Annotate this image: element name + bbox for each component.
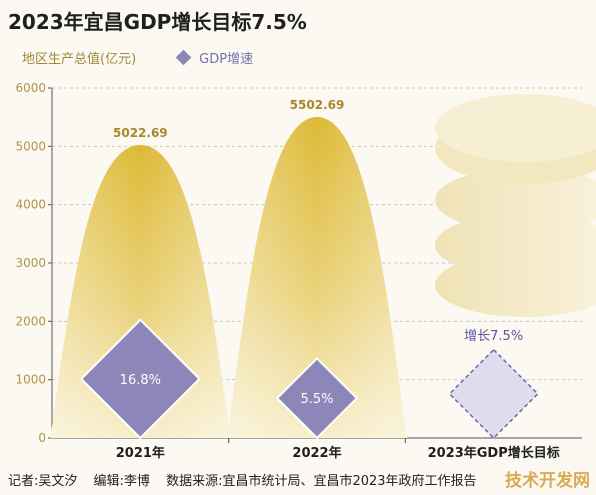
x-tick-label: 2023年GDP增长目标 [428,445,560,461]
target-diamond [448,348,539,440]
y-tick-labels: 0 1000 2000 3000 4000 5000 6000 [15,81,52,445]
coin-layer [435,94,596,162]
y-tick-label: 3000 [15,256,46,270]
gdp-value-label: 5022.69 [113,126,168,140]
x-tick-label: 2021年 [116,445,165,461]
x-tick-label: 2022年 [292,445,341,461]
growth-value-label: 5.5% [300,392,333,407]
footer-reporter: 记者:吴文汐 [8,474,78,489]
growth-target-label: 增长7.5% [464,329,523,344]
legend-gdp-growth: GDP增速 [199,52,254,67]
legend-gdp-total: 地区生产总值(亿元) [22,52,137,67]
y-tick-label: 1000 [15,373,46,387]
growth-diamond [275,356,359,440]
legend: 地区生产总值(亿元) GDP增速 [22,48,253,67]
y-tick-label: 5000 [15,139,46,153]
footer-source: 数据来源:宜昌市统计局、宜昌市2023年政府工作报告 [166,474,477,489]
growth-value-label: 16.8% [120,373,161,388]
y-tick-label: 6000 [15,81,46,95]
y-tick-label: 4000 [15,198,46,212]
watermark: 技术开发网 [505,471,590,491]
gdp-bar-shine [227,117,407,438]
footer-editor: 编辑:李博 [93,474,150,489]
y-tick-label: 0 [38,431,46,445]
coin-layer [435,168,596,232]
coin-stack-decoration [435,94,596,317]
x-tick-labels: 2021年 2022年 2023年GDP增长目标 [116,438,560,461]
growth-diamonds: 16.8% 5.5% 增长7.5% [79,318,539,440]
chart-title: 2023年宜昌GDP增长目标7.5% [8,10,307,34]
y-tick-label: 2000 [15,314,46,328]
gdp-value-label: 5502.69 [290,98,345,112]
growth-diamond [79,318,201,440]
footer: 记者:吴文汐 编辑:李博 数据来源:宜昌市统计局、宜昌市2023年政府工作报告 [8,470,477,489]
